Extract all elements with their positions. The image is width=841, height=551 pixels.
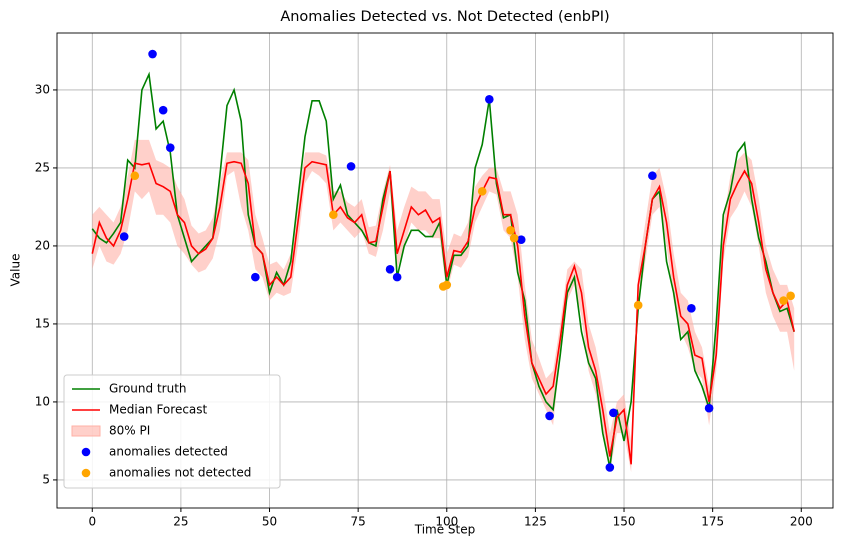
anomaly-point (392, 272, 402, 282)
y-tick-label: 30 (35, 82, 50, 96)
anomaly-point (506, 226, 515, 235)
anomaly-point (509, 233, 519, 243)
y-tick-label: 10 (35, 394, 50, 408)
x-tick-label: 100 (435, 515, 458, 529)
anomaly-point (609, 408, 618, 418)
y-axis-label: Value (9, 254, 23, 287)
x-tick-label: 25 (173, 515, 188, 529)
anomaly-point (545, 411, 554, 421)
anomaly-point (158, 105, 168, 115)
anomaly-point (385, 265, 395, 274)
legend-label: Median Forecast (109, 403, 208, 417)
anomaly-point (704, 403, 714, 413)
plot-area (91, 49, 795, 473)
anomaly-point (687, 304, 696, 313)
anomaly-point (779, 296, 788, 305)
anomaly-point (251, 272, 260, 282)
y-tick-label: 15 (35, 316, 50, 330)
y-tick-label: 5 (42, 472, 50, 486)
x-axis-label: Time Step (414, 523, 476, 537)
prediction-interval (92, 139, 795, 473)
plot-frame (56, 32, 834, 509)
legend-swatch (81, 468, 91, 478)
x-tick-label: 50 (262, 515, 277, 529)
y-tick-label: 25 (35, 160, 50, 174)
legend-label: Ground truth (109, 382, 187, 396)
x-tick-label: 200 (790, 515, 813, 529)
anomaly-point (633, 300, 643, 310)
legend-swatch (81, 447, 91, 457)
x-tick-label: 75 (351, 515, 366, 529)
x-tick-label: 125 (524, 515, 547, 529)
y-tick-label: 20 (35, 238, 50, 252)
x-tick-label: 0 (88, 515, 96, 529)
x-tick-label: 175 (701, 515, 724, 529)
anomaly-point (485, 94, 494, 104)
anomaly-point (346, 162, 356, 171)
anomaly-point (477, 187, 487, 196)
anomaly-point (165, 143, 175, 152)
legend-label: anomalies not detected (109, 466, 251, 480)
chart-title: Anomalies Detected vs. Not Detected (enb… (280, 9, 609, 25)
legend-swatch (71, 425, 101, 437)
legend-label: anomalies detected (109, 445, 228, 459)
legend-label: 80% PI (109, 424, 150, 438)
anomaly-point (329, 210, 338, 220)
anomaly-point (148, 49, 157, 59)
series-line (91, 160, 795, 465)
anomaly-point (786, 291, 795, 301)
legend: Ground truth Median Forecast 80% PI anomali… (63, 374, 281, 489)
anomaly-point (516, 235, 526, 244)
anomaly-point (605, 463, 615, 472)
legend-box (63, 374, 281, 489)
x-tick-label: 150 (613, 515, 636, 529)
anomaly-point (648, 171, 657, 181)
anomaly-point (119, 232, 129, 241)
anomaly-point (442, 280, 452, 290)
anomaly-point (130, 171, 140, 181)
